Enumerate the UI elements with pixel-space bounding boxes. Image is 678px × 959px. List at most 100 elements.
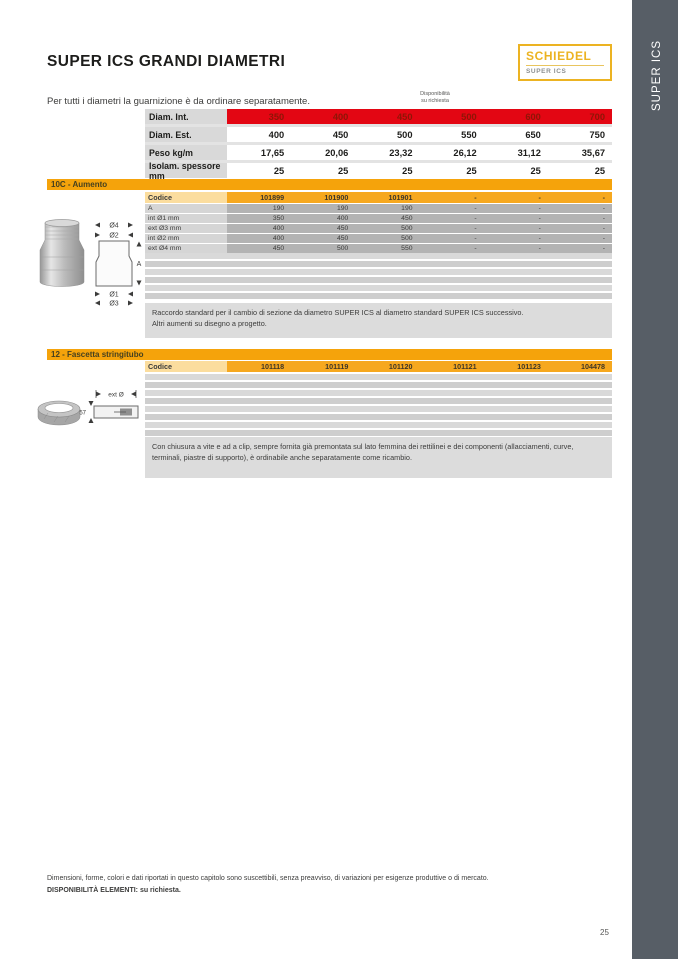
table-row: int Ø2 mm 400 450 500- - - bbox=[145, 234, 613, 243]
table-cell: 104478 bbox=[547, 361, 613, 372]
availability-note: Disponibilità su richiesta bbox=[420, 91, 450, 105]
empty-row bbox=[145, 406, 612, 412]
section-header-aumento: 10C - Aumento bbox=[47, 179, 612, 190]
table-cell: 400 bbox=[227, 224, 292, 233]
side-tab: SUPER ICS bbox=[632, 0, 678, 959]
table-row-cells: 101118 101119 101120 101121 101123 104478 bbox=[227, 361, 613, 372]
dim-label-d1: Ø1 bbox=[109, 292, 118, 299]
page-number: 25 bbox=[600, 928, 609, 937]
section-header-label: 12 - Fascetta stringitubo bbox=[51, 350, 144, 359]
brand-logo: SCHIEDEL SUPER ICS bbox=[518, 44, 612, 81]
empty-row bbox=[145, 414, 612, 420]
table-cell: 101901 bbox=[355, 192, 420, 203]
table-cell: 190 bbox=[291, 204, 356, 213]
footer-disclaimer: Dimensioni, forme, colori e dati riporta… bbox=[47, 875, 489, 882]
table-row: ext Ø3 mm 400 450 500- - - bbox=[145, 224, 613, 233]
empty-row bbox=[145, 261, 612, 267]
table-cell: - bbox=[547, 224, 613, 233]
table-row: Codice 101118 101119 101120 101121 101123 104… bbox=[145, 361, 613, 372]
empty-row bbox=[145, 269, 612, 275]
section-header-fascetta: 12 - Fascetta stringitubo bbox=[47, 349, 612, 360]
table-cell: 101121 bbox=[419, 361, 484, 372]
table-row-label: Codice bbox=[145, 361, 227, 372]
table-row-label: int Ø2 mm bbox=[145, 234, 227, 243]
dim-label-d4: Ø4 bbox=[109, 223, 118, 230]
table-row-cells: 400 450 500- - - bbox=[227, 234, 613, 243]
page-title: SUPER ICS GRANDI DIAMETRI bbox=[47, 53, 286, 70]
table-cell: - bbox=[483, 214, 548, 223]
table-cell: 500 bbox=[419, 109, 484, 124]
table-cell: 400 bbox=[291, 109, 356, 124]
table-row-cells: 25 25 25 25 25 25 bbox=[227, 163, 612, 178]
table-cell: 25 bbox=[273, 165, 285, 176]
table-row: A 190 190 190- - - bbox=[145, 204, 613, 213]
table-cell: 450 bbox=[332, 129, 349, 140]
fascetta-table: Codice 101118 101119 101120 101121 101123 104… bbox=[145, 361, 613, 373]
brand-logo-product: SUPER ICS bbox=[526, 68, 567, 75]
empty-row bbox=[145, 430, 612, 436]
table-cell: 500 bbox=[397, 129, 413, 140]
dim-label-d3: Ø3 bbox=[109, 301, 118, 308]
table-cell: 101900 bbox=[291, 192, 356, 203]
table-cell: - bbox=[419, 214, 484, 223]
table-row-label: Diam. Int. bbox=[145, 109, 227, 124]
table-cell: - bbox=[419, 224, 484, 233]
table-cell: - bbox=[419, 244, 484, 253]
footer: Dimensioni, forme, colori e dati riporta… bbox=[47, 874, 587, 896]
aumento-dimension-drawing: Ø4 Ø2 A Ø1 Ø3 bbox=[95, 222, 142, 308]
table-cell: - bbox=[547, 192, 613, 203]
table-cell: 190 bbox=[227, 204, 292, 213]
empty-row bbox=[145, 253, 612, 259]
table-cell: 450 bbox=[355, 214, 420, 223]
dim-label-a: A bbox=[137, 261, 142, 268]
table-cell: 35,67 bbox=[581, 147, 606, 158]
aumento-description: Raccordo standard per il cambio di sezio… bbox=[145, 303, 612, 338]
table-cell: 101118 bbox=[227, 361, 292, 372]
empty-row bbox=[145, 277, 612, 283]
table-cell: 550 bbox=[461, 129, 477, 140]
empty-row bbox=[145, 293, 612, 299]
table-cell: 25 bbox=[338, 165, 349, 176]
fascetta-diagram-svg: ext Ø 57 bbox=[37, 390, 139, 426]
empty-row bbox=[145, 374, 612, 380]
table-row-cells: 101899 101900 101901- - - bbox=[227, 192, 613, 203]
table-cell: 26,12 bbox=[453, 147, 477, 158]
table-cell: 101899 bbox=[227, 192, 292, 203]
section-header-label: 10C - Aumento bbox=[51, 180, 108, 189]
table-cell: 750 bbox=[589, 129, 606, 140]
dim-label-d2: Ø2 bbox=[109, 233, 118, 240]
table-cell: - bbox=[483, 192, 548, 203]
empty-row bbox=[145, 422, 612, 428]
table-cell: 31,12 bbox=[517, 147, 541, 158]
aumento-diagram: Ø4 Ø2 A Ø1 Ø3 bbox=[32, 212, 145, 308]
table-cell: 650 bbox=[525, 129, 541, 140]
table-cell: 190 bbox=[355, 204, 420, 213]
table-cell: 500 bbox=[355, 224, 420, 233]
table-cell: - bbox=[483, 224, 548, 233]
brand-logo-divider bbox=[526, 65, 604, 66]
table-cell: - bbox=[547, 214, 613, 223]
table-cell: 20,06 bbox=[325, 147, 349, 158]
table-row-cells: 190 190 190- - - bbox=[227, 204, 613, 213]
table-row-cells: 350 400 450- - - bbox=[227, 214, 613, 223]
table-cell: - bbox=[483, 204, 548, 213]
table-cell: 700 bbox=[547, 109, 613, 124]
table-cell: 400 bbox=[291, 214, 356, 223]
table-row-cells: 450 500 550- - - bbox=[227, 244, 613, 253]
table-cell: 400 bbox=[227, 234, 292, 243]
table-cell: - bbox=[419, 234, 484, 243]
table-row: Codice 101899 101900 101901- - - bbox=[145, 192, 613, 203]
table-cell: 25 bbox=[402, 165, 413, 176]
table-cell: - bbox=[483, 244, 548, 253]
table-cell: 101120 bbox=[355, 361, 420, 372]
table-cell: 500 bbox=[291, 244, 356, 253]
intro-text: Per tutti i diametri la guarnizione è da… bbox=[47, 96, 310, 107]
table-row: Diam. Int. 350 400 450 500 600 700 bbox=[145, 109, 613, 127]
table-row-label: ext Ø3 mm bbox=[145, 224, 227, 233]
table-row-cells: 17,65 20,06 23,32 26,12 31,12 35,67 bbox=[227, 145, 612, 160]
aumento-photo bbox=[39, 219, 85, 287]
table-cell: 101123 bbox=[483, 361, 548, 372]
table-cell: 25 bbox=[466, 165, 477, 176]
fascetta-dimension-drawing: ext Ø 57 bbox=[79, 390, 139, 423]
table-cell: 17,65 bbox=[260, 147, 285, 158]
